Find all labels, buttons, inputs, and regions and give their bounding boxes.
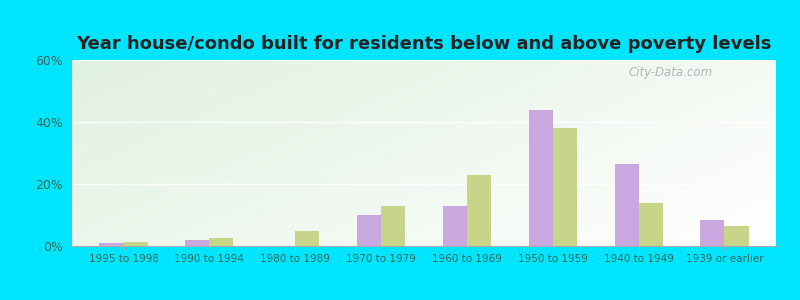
Text: City-Data.com: City-Data.com bbox=[628, 66, 712, 79]
Bar bbox=[701, 220, 725, 246]
Bar bbox=[529, 110, 553, 246]
Bar bbox=[210, 238, 234, 246]
Title: Year house/condo built for residents below and above poverty levels: Year house/condo built for residents bel… bbox=[76, 35, 772, 53]
Bar bbox=[467, 175, 491, 246]
Bar bbox=[638, 202, 662, 246]
Bar bbox=[123, 242, 147, 246]
Bar bbox=[725, 226, 749, 246]
Bar bbox=[553, 128, 577, 246]
Bar bbox=[357, 215, 381, 246]
Bar bbox=[186, 240, 210, 246]
Bar bbox=[443, 206, 467, 246]
Bar bbox=[381, 206, 405, 246]
Bar bbox=[99, 243, 123, 246]
Bar bbox=[295, 230, 319, 246]
Bar bbox=[614, 164, 638, 246]
